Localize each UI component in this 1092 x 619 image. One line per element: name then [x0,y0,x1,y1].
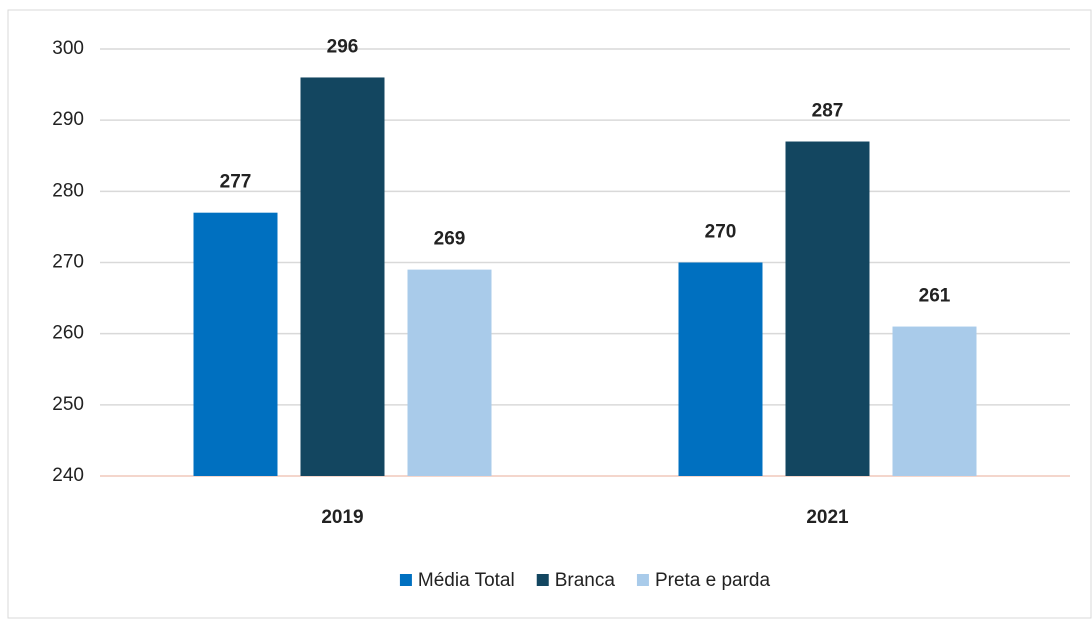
y-tick-label: 290 [52,109,84,130]
chart-frame [7,9,1092,619]
legend-swatch [536,574,549,586]
value-label: 270 [705,222,737,243]
bar [678,262,763,476]
y-tick-label: 260 [52,323,84,344]
x-tick-label: 2019 [321,507,363,528]
legend-swatch [399,574,412,586]
value-label: 296 [327,36,359,57]
legend-label: Preta e parda [655,570,771,591]
legend-label: Branca [555,570,616,591]
y-tick-label: 270 [52,252,84,273]
y-tick-label: 300 [52,38,84,59]
value-label: 277 [220,172,252,193]
y-tick-label: 280 [52,180,84,201]
y-tick-label: 240 [52,465,84,486]
value-label: 269 [434,229,466,250]
bar [300,77,385,476]
bar [407,269,492,476]
y-tick-label: 250 [52,394,84,415]
bar [892,326,977,476]
bar [785,141,870,476]
value-label: 261 [919,286,951,307]
bar [193,212,278,476]
legend-swatch [636,574,649,586]
x-tick-label: 2021 [806,507,849,528]
legend-label: Média Total [418,570,515,591]
value-label: 287 [812,101,844,122]
